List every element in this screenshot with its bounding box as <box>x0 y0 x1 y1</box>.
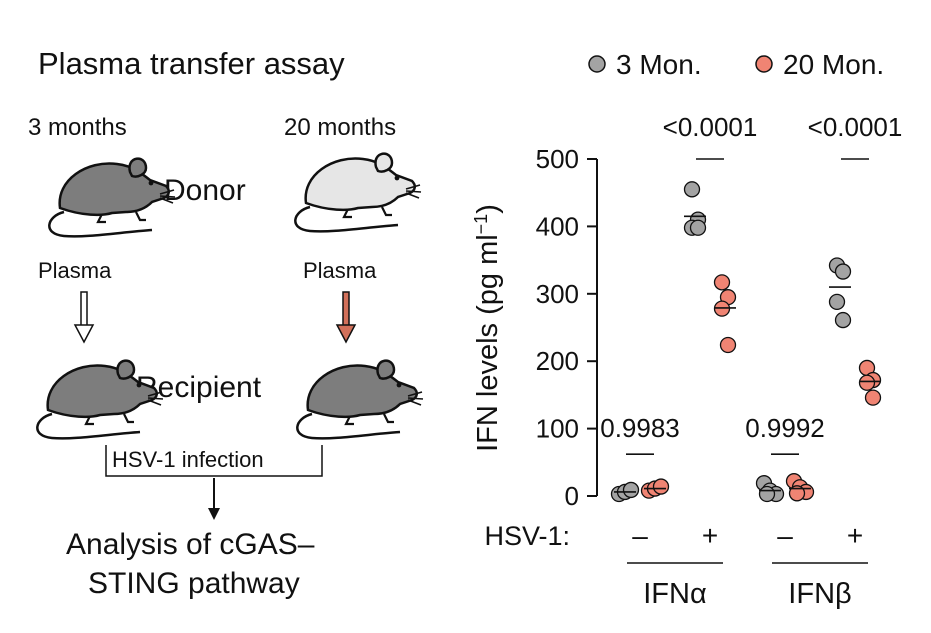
y-tick-label: 200 <box>536 346 579 376</box>
data-point <box>828 293 846 311</box>
analysis-arrow-icon <box>208 478 220 520</box>
legend-young-label: 3 Mon. <box>616 49 702 80</box>
legend-young-marker <box>588 55 606 73</box>
y-tick-label: 300 <box>536 279 579 309</box>
data-point <box>683 181 701 198</box>
legend-old-label: 20 Mon. <box>783 49 884 80</box>
data-point <box>788 485 806 502</box>
analysis-line-1: Analysis of cGAS– <box>66 528 315 561</box>
plasma-arrow-left-icon <box>73 291 95 344</box>
data-point <box>652 478 670 495</box>
data-point <box>689 219 707 236</box>
donor-right-age: 20 months <box>284 114 397 141</box>
infection-label: HSV-1 infection <box>112 447 264 472</box>
data-point <box>622 481 640 499</box>
donor-label: Donor <box>164 174 246 207</box>
schematic-graphics <box>36 152 425 520</box>
data-point <box>864 389 882 406</box>
y-tick-label: 500 <box>536 144 579 174</box>
data-point <box>713 274 731 291</box>
hsv-state-label: + <box>702 520 718 551</box>
hsv-row-label: HSV-1: <box>484 521 570 551</box>
group-label: IFNα <box>643 578 706 610</box>
infection-bracket <box>105 445 323 477</box>
legend-old-marker <box>755 55 773 73</box>
plasma-left-label: Plasma <box>38 258 112 283</box>
p-value-label: 0.9992 <box>745 413 825 443</box>
group-label: IFNβ <box>788 578 851 610</box>
hsv-state-label: – <box>777 520 793 551</box>
hsv-state-label: – <box>632 520 648 551</box>
y-axis-label: IFN levels (pg ml−1) <box>471 204 504 452</box>
plasma-right-label: Plasma <box>303 258 377 283</box>
y-tick-label: 400 <box>536 211 579 241</box>
hsv-state-label: + <box>847 520 863 551</box>
data-point <box>834 311 852 329</box>
p-value-label: 0.9983 <box>600 413 680 443</box>
analysis-line-2: STING pathway <box>88 567 300 600</box>
data-point <box>719 336 737 354</box>
p-value-label: <0.0001 <box>808 112 903 142</box>
data-point <box>758 485 776 503</box>
y-tick-label: 0 <box>565 481 579 511</box>
donor-left-age: 3 months <box>28 114 127 141</box>
data-point <box>858 374 876 391</box>
y-tick-label: 100 <box>536 414 579 444</box>
data-point <box>834 263 852 280</box>
p-value-label: <0.0001 <box>663 112 758 142</box>
plasma-arrow-right-icon <box>335 291 357 344</box>
schematic-title: Plasma transfer assay <box>38 46 345 81</box>
